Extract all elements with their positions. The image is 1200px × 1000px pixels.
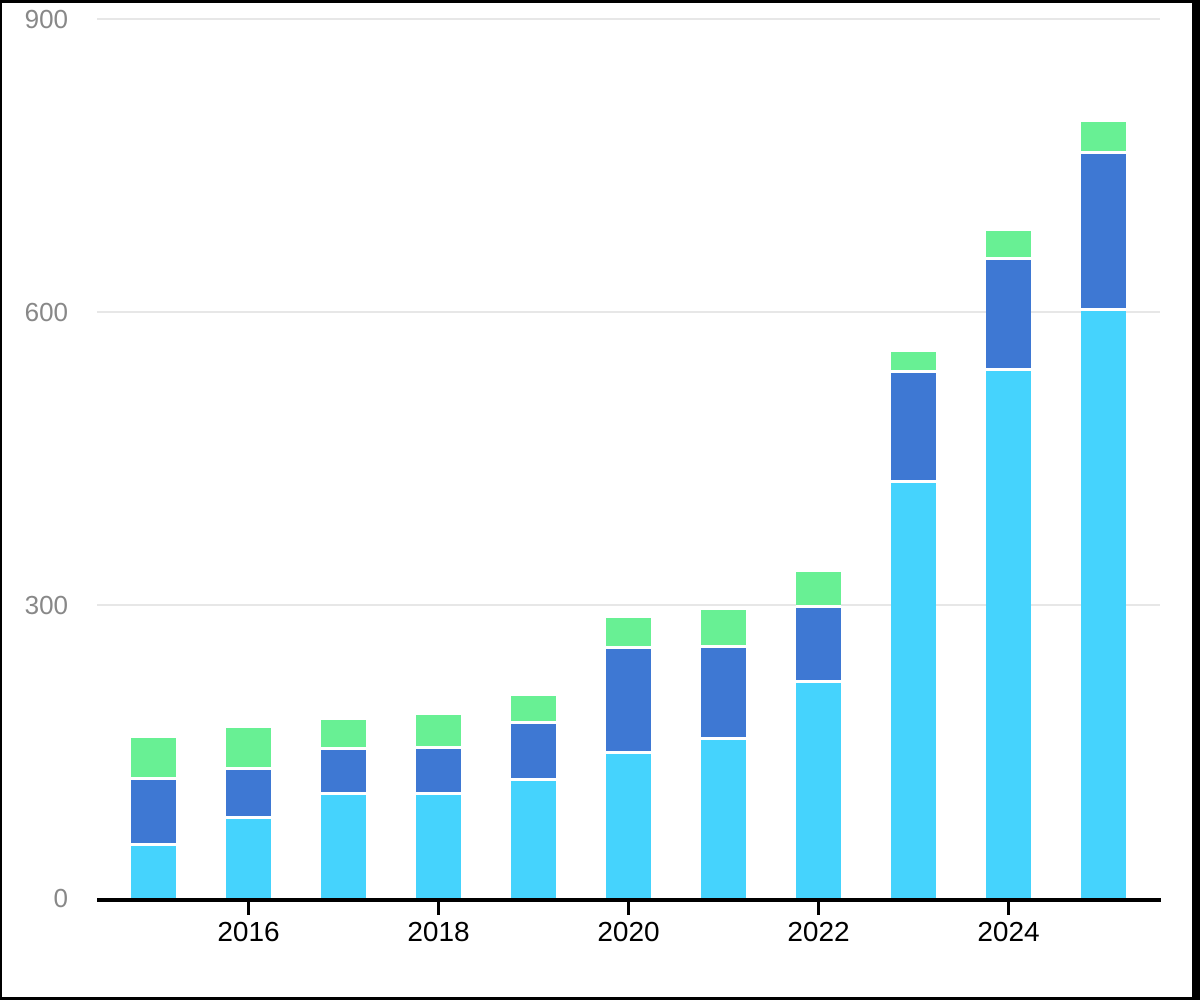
bar-2022 (796, 571, 841, 898)
x-axis-tick-label: 2024 (977, 916, 1040, 947)
bar-2021-top-segment (701, 609, 746, 648)
bar-2024-middle-segment (986, 260, 1031, 371)
y-axis-tick-label: 300 (24, 589, 68, 620)
x-axis-tick-label: 2016 (217, 916, 280, 947)
x-axis-tick-2016 (247, 902, 250, 915)
y-axis-tick-label: 600 (24, 296, 68, 327)
bar-2015-bottom-segment (131, 846, 176, 898)
gridline-300 (97, 603, 1160, 606)
bar-2023 (891, 352, 936, 898)
bar-2017 (321, 720, 366, 898)
bar-2016 (226, 728, 271, 898)
bar-2017-top-segment (321, 720, 366, 750)
bar-2025-bottom-segment (1081, 311, 1126, 898)
bar-2018 (416, 715, 461, 898)
bar-2019-middle-segment (511, 724, 556, 781)
bar-2018-bottom-segment (416, 795, 461, 898)
bar-2017-bottom-segment (321, 795, 366, 898)
bar-2025-top-segment (1081, 121, 1126, 154)
gridline-600 (97, 310, 1160, 313)
bar-2022-middle-segment (796, 607, 841, 684)
x-axis-tick-label: 2020 (597, 916, 660, 947)
bar-2019 (511, 695, 556, 898)
bar-2015-top-segment (131, 737, 176, 780)
bar-2024 (986, 230, 1031, 898)
x-axis-tick-label: 2022 (787, 916, 850, 947)
x-axis-tick-label: 2018 (407, 916, 470, 947)
bar-2025 (1081, 121, 1126, 898)
bar-2022-bottom-segment (796, 683, 841, 898)
bar-2016-bottom-segment (226, 818, 271, 898)
bar-2023-middle-segment (891, 372, 936, 483)
bar-2023-bottom-segment (891, 482, 936, 898)
x-axis-tick-2020 (627, 902, 630, 915)
bar-2015-middle-segment (131, 779, 176, 847)
bar-2020-bottom-segment (606, 754, 651, 898)
bar-2020 (606, 617, 651, 898)
x-axis-tick-2024 (1007, 902, 1010, 915)
bar-2016-middle-segment (226, 770, 271, 819)
x-axis-tick-2018 (437, 902, 440, 915)
y-axis-tick-label: 900 (24, 3, 68, 34)
bar-2018-top-segment (416, 715, 461, 749)
bar-2024-top-segment (986, 230, 1031, 261)
bar-2022-top-segment (796, 571, 841, 608)
bar-2024-bottom-segment (986, 370, 1031, 898)
bar-2019-top-segment (511, 695, 556, 725)
bar-2021-middle-segment (701, 647, 746, 740)
x-axis-line (97, 898, 1161, 902)
bar-2015 (131, 737, 176, 898)
bar-2018-middle-segment (416, 748, 461, 796)
bar-2019-bottom-segment (511, 780, 556, 898)
bar-2020-top-segment (606, 617, 651, 649)
bar-2025-middle-segment (1081, 153, 1126, 312)
bar-2017-middle-segment (321, 749, 366, 796)
gridline-900 (97, 17, 1160, 20)
bar-2023-top-segment (891, 352, 936, 373)
bar-2016-top-segment (226, 728, 271, 771)
bar-2021-bottom-segment (701, 739, 746, 898)
x-axis-tick-2022 (817, 902, 820, 915)
stacked-bar-chart: 0 300 600 900 2016 2018 2020 2022 2024 (2, 3, 1192, 997)
y-axis-tick-label: 0 (53, 883, 68, 913)
bar-2021 (701, 609, 746, 898)
bar-2020-middle-segment (606, 648, 651, 755)
